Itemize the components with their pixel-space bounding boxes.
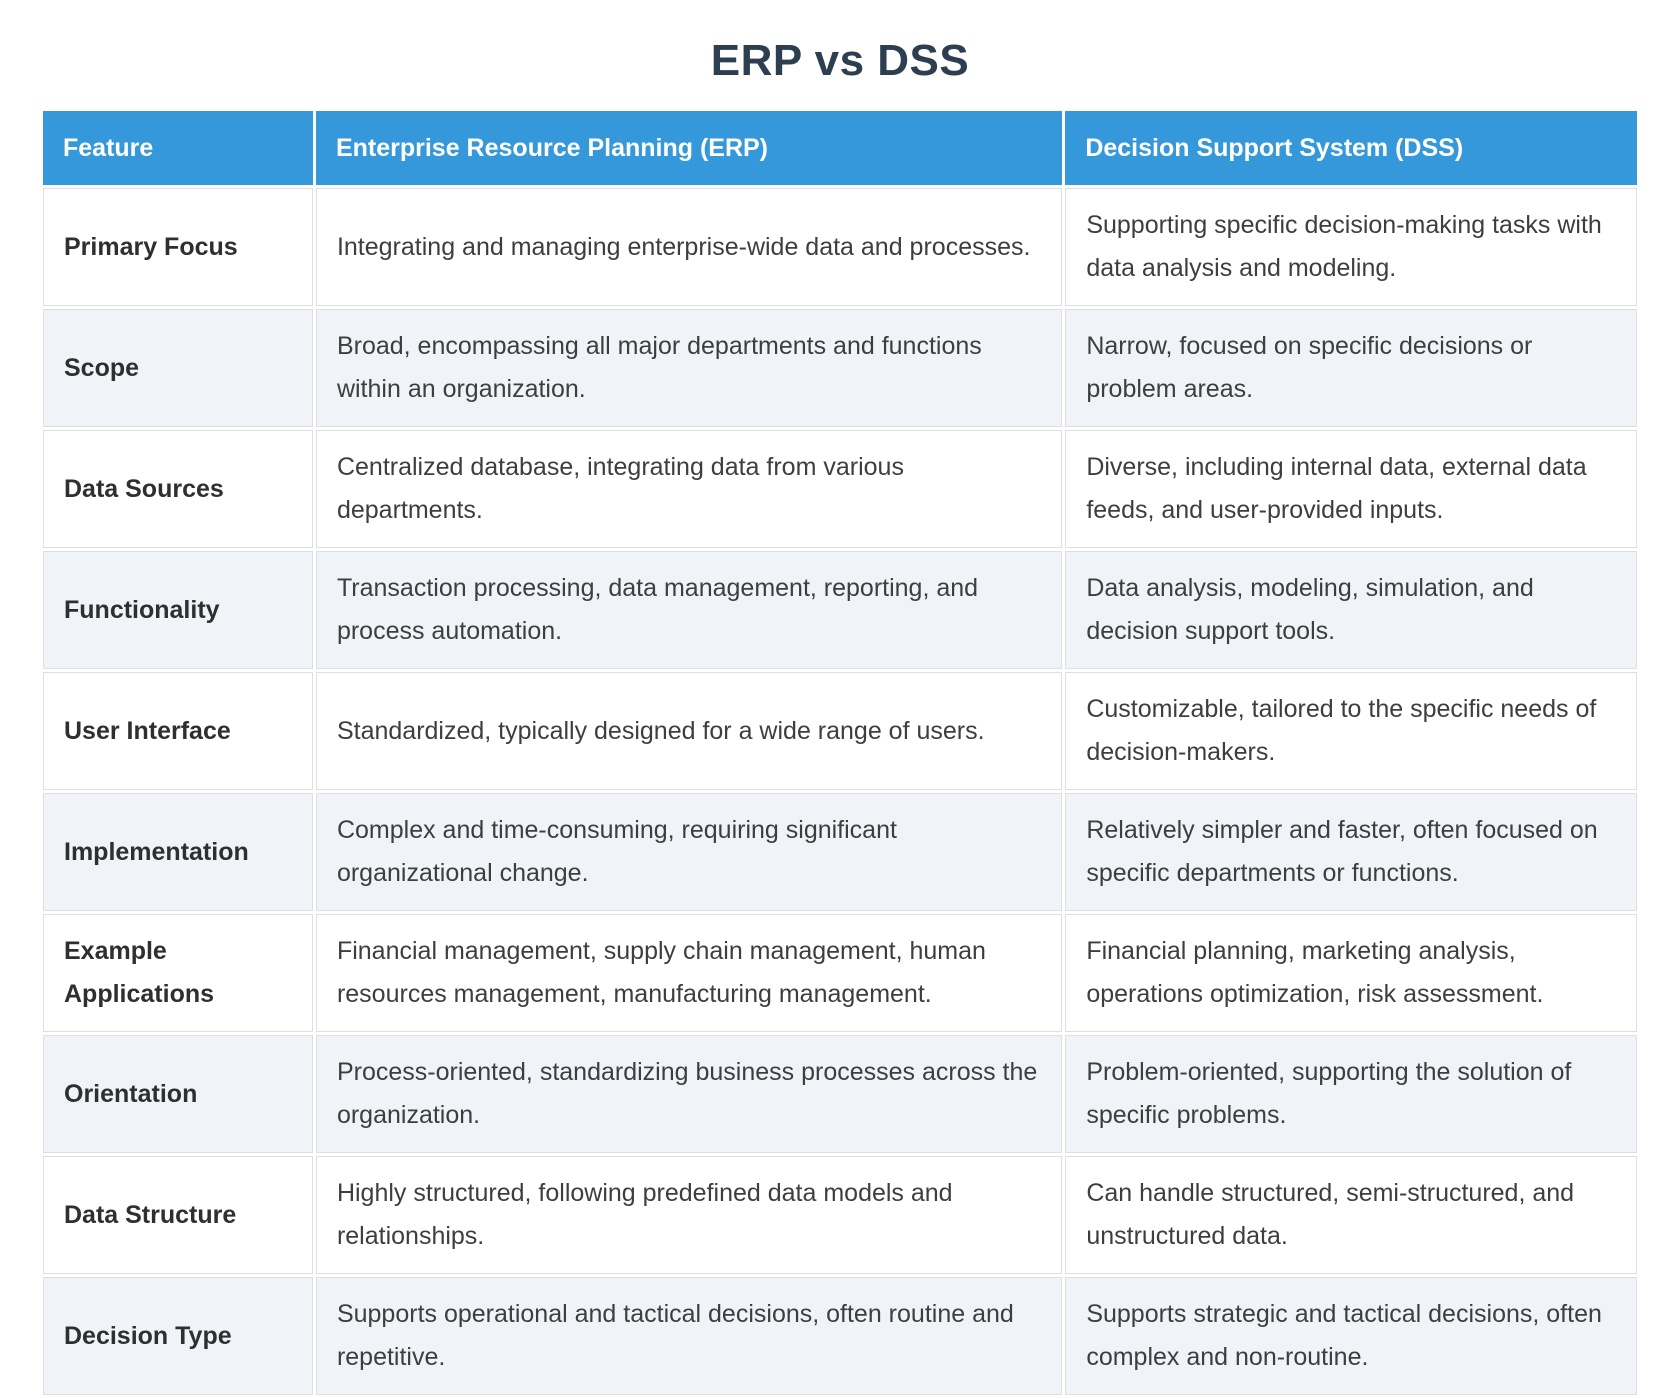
table-row: Primary Focus Integrating and managing e… [43,188,1637,306]
dss-value: Data analysis, modeling, simulation, and… [1065,551,1637,669]
erp-value: Supports operational and tactical decisi… [315,1277,1063,1395]
feature-label: Data Sources [43,430,313,548]
erp-value: Integrating and managing enterprise-wide… [315,188,1063,306]
erp-value: Highly structured, following predefined … [315,1156,1063,1274]
comparison-table: Feature Enterprise Resource Planning (ER… [40,108,1640,1398]
feature-label: Example Applications [43,914,313,1032]
dss-value: Can handle structured, semi-structured, … [1065,1156,1637,1274]
header-feature: Feature [43,111,313,185]
table-row: Data Structure Highly structured, follow… [43,1156,1637,1274]
feature-label: Orientation [43,1035,313,1153]
erp-value: Standardized, typically designed for a w… [315,672,1063,790]
dss-value: Supporting specific decision-making task… [1065,188,1637,306]
table-row: Scope Broad, encompassing all major depa… [43,309,1637,427]
dss-value: Customizable, tailored to the specific n… [1065,672,1637,790]
table-row: User Interface Standardized, typically d… [43,672,1637,790]
header-erp: Enterprise Resource Planning (ERP) [315,111,1063,185]
feature-label: User Interface [43,672,313,790]
feature-label: Primary Focus [43,188,313,306]
table-row: Implementation Complex and time-consumin… [43,793,1637,911]
feature-label: Scope [43,309,313,427]
erp-value: Complex and time-consuming, requiring si… [315,793,1063,911]
table-row: Example Applications Financial managemen… [43,914,1637,1032]
page-title: ERP vs DSS [710,36,970,85]
dss-value: Narrow, focused on specific decisions or… [1065,309,1637,427]
erp-value: Centralized database, integrating data f… [315,430,1063,548]
dss-value: Financial planning, marketing analysis, … [1065,914,1637,1032]
erp-value: Process-oriented, standardizing business… [315,1035,1063,1153]
table-row: Decision Type Supports operational and t… [43,1277,1637,1395]
dss-value: Supports strategic and tactical decision… [1065,1277,1637,1395]
erp-value: Financial management, supply chain manag… [315,914,1063,1032]
feature-label: Implementation [43,793,313,911]
table-row: Functionality Transaction processing, da… [43,551,1637,669]
dss-value: Diverse, including internal data, extern… [1065,430,1637,548]
table-header-row: Feature Enterprise Resource Planning (ER… [43,111,1637,185]
dss-value: Relatively simpler and faster, often foc… [1065,793,1637,911]
table-row: Data Sources Centralized database, integ… [43,430,1637,548]
dss-value: Problem-oriented, supporting the solutio… [1065,1035,1637,1153]
feature-label: Decision Type [43,1277,313,1395]
erp-value: Broad, encompassing all major department… [315,309,1063,427]
table-row: Orientation Process-oriented, standardiz… [43,1035,1637,1153]
feature-label: Data Structure [43,1156,313,1274]
erp-value: Transaction processing, data management,… [315,551,1063,669]
feature-label: Functionality [43,551,313,669]
header-dss: Decision Support System (DSS) [1065,111,1637,185]
